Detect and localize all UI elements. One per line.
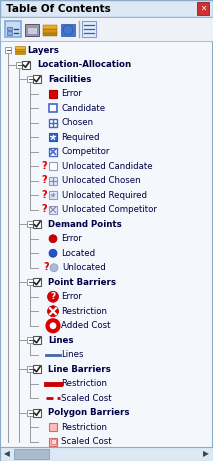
- Bar: [27, 279, 33, 285]
- Bar: [33, 409, 41, 417]
- Bar: [50, 439, 56, 444]
- Text: Competitor: Competitor: [61, 147, 109, 156]
- Text: Restriction: Restriction: [61, 423, 107, 432]
- Text: ◀: ◀: [4, 449, 10, 459]
- Bar: [33, 336, 41, 344]
- Text: Error: Error: [61, 89, 82, 98]
- Text: Located: Located: [61, 249, 95, 258]
- Text: Added Cost: Added Cost: [61, 321, 111, 330]
- Bar: [197, 2, 209, 15]
- Text: Lines: Lines: [48, 336, 73, 345]
- Bar: [27, 221, 33, 227]
- Text: Candidate: Candidate: [61, 104, 105, 113]
- Text: ▶: ▶: [203, 449, 209, 459]
- Bar: [27, 27, 37, 34]
- Text: Facilities: Facilities: [48, 75, 91, 84]
- Bar: [16, 62, 22, 68]
- Text: Demand Points: Demand Points: [48, 220, 122, 229]
- Bar: [33, 220, 41, 228]
- Bar: [49, 438, 57, 446]
- Bar: [49, 104, 57, 112]
- Text: Unlocated Chosen: Unlocated Chosen: [62, 176, 141, 185]
- Text: Point Barriers: Point Barriers: [48, 278, 116, 287]
- Text: Restriction: Restriction: [61, 307, 107, 316]
- Text: ?: ?: [43, 262, 49, 272]
- Text: Unlocated Competitor: Unlocated Competitor: [62, 205, 157, 214]
- Text: Scaled Cost: Scaled Cost: [61, 437, 112, 446]
- Circle shape: [49, 249, 57, 257]
- Bar: [15, 48, 25, 52]
- Bar: [33, 75, 41, 83]
- Bar: [49, 148, 57, 156]
- Circle shape: [47, 320, 59, 331]
- Bar: [15, 51, 25, 54]
- Text: Restriction: Restriction: [61, 379, 107, 388]
- Text: Unlocated Required: Unlocated Required: [62, 191, 147, 200]
- Bar: [0, 17, 213, 41]
- Bar: [43, 32, 57, 36]
- Text: Error: Error: [61, 234, 82, 243]
- Bar: [43, 29, 57, 32]
- Bar: [27, 76, 33, 82]
- Bar: [49, 119, 57, 127]
- Bar: [22, 61, 30, 69]
- Bar: [49, 206, 57, 214]
- Bar: [5, 47, 11, 53]
- Bar: [61, 24, 75, 36]
- Text: ?: ?: [41, 176, 47, 185]
- Text: ✕: ✕: [200, 4, 206, 13]
- Circle shape: [47, 306, 59, 317]
- Bar: [7, 31, 12, 35]
- Text: Unlocated: Unlocated: [62, 263, 106, 272]
- Bar: [27, 410, 33, 416]
- Text: Chosen: Chosen: [61, 118, 93, 127]
- Bar: [33, 365, 41, 373]
- Text: Polygon Barriers: Polygon Barriers: [48, 408, 130, 417]
- Text: Error: Error: [61, 292, 82, 301]
- Circle shape: [63, 25, 73, 35]
- Text: Scaled Cost: Scaled Cost: [61, 394, 112, 403]
- Bar: [27, 366, 33, 372]
- Text: ?: ?: [41, 190, 47, 200]
- Text: ?: ?: [50, 292, 56, 301]
- Bar: [25, 24, 39, 36]
- Bar: [49, 133, 57, 141]
- Text: ?: ?: [41, 161, 47, 171]
- Text: Layers: Layers: [27, 46, 59, 55]
- Bar: [14, 449, 49, 459]
- Circle shape: [49, 235, 57, 243]
- Bar: [33, 278, 41, 286]
- Bar: [15, 46, 25, 49]
- Text: Location-Allocation: Location-Allocation: [37, 60, 131, 69]
- Text: Lines: Lines: [61, 350, 83, 359]
- Bar: [82, 21, 96, 37]
- Bar: [49, 423, 57, 431]
- Bar: [0, 447, 213, 461]
- Bar: [49, 191, 57, 199]
- Bar: [49, 177, 57, 185]
- Bar: [0, 0, 213, 17]
- Bar: [27, 337, 33, 343]
- Bar: [49, 90, 57, 98]
- Bar: [7, 27, 12, 30]
- Bar: [5, 21, 21, 37]
- Text: Unlocated Candidate: Unlocated Candidate: [62, 162, 153, 171]
- Text: Line Barriers: Line Barriers: [48, 365, 111, 374]
- Circle shape: [47, 291, 59, 302]
- Text: Required: Required: [61, 133, 99, 142]
- Circle shape: [50, 264, 58, 272]
- Text: ?: ?: [41, 204, 47, 214]
- Bar: [49, 162, 57, 170]
- Text: Table Of Contents: Table Of Contents: [6, 4, 111, 13]
- Bar: [43, 25, 57, 29]
